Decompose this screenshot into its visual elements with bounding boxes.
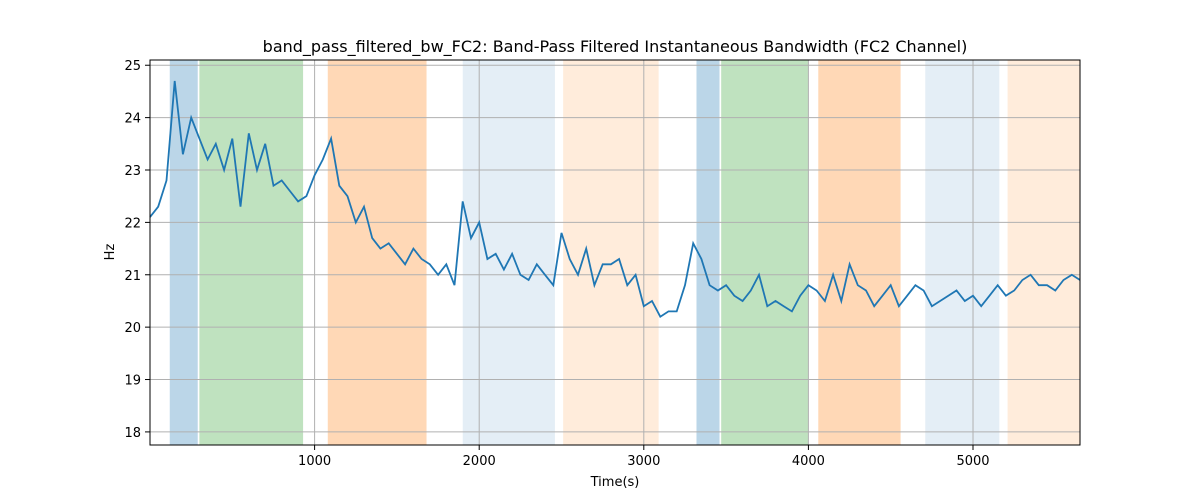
x-tick-label: 4000	[792, 454, 825, 469]
chart-title: band_pass_filtered_bw_FC2: Band-Pass Fil…	[263, 37, 968, 57]
y-tick-label: 24	[124, 112, 141, 127]
shaded-band-5	[563, 60, 659, 445]
shaded-band-2	[199, 60, 304, 445]
y-axis-label: Hz	[103, 244, 118, 261]
y-tick-label: 18	[124, 426, 141, 441]
y-tick-label: 20	[124, 321, 141, 336]
shaded-band-9	[925, 60, 1000, 445]
shaded-band-7	[721, 60, 809, 445]
shaded-band-3	[327, 60, 427, 445]
shaded-band-8	[818, 60, 901, 445]
x-tick-label: 1000	[298, 454, 331, 469]
y-tick-label: 22	[124, 216, 141, 231]
y-tick-label: 19	[124, 374, 141, 389]
shaded-band-10	[1007, 60, 1080, 445]
shaded-band-6	[696, 60, 720, 445]
x-tick-label: 5000	[956, 454, 989, 469]
plot-area	[149, 59, 1081, 446]
shaded-band-4	[462, 60, 555, 445]
x-tick-label: 3000	[627, 454, 660, 469]
x-axis-label: Time(s)	[590, 475, 640, 490]
x-tick-label: 2000	[463, 454, 496, 469]
y-tick-label: 25	[124, 59, 141, 74]
y-tick-label: 23	[124, 164, 141, 179]
grid	[150, 60, 1080, 445]
y-axis: 18 19 20 21 22 23 24 25	[124, 59, 150, 441]
axes-frame	[149, 59, 1081, 446]
y-tick-label: 21	[124, 269, 141, 284]
x-axis: 1000 2000 3000 4000 5000	[298, 445, 990, 469]
series-line	[149, 80, 1081, 318]
